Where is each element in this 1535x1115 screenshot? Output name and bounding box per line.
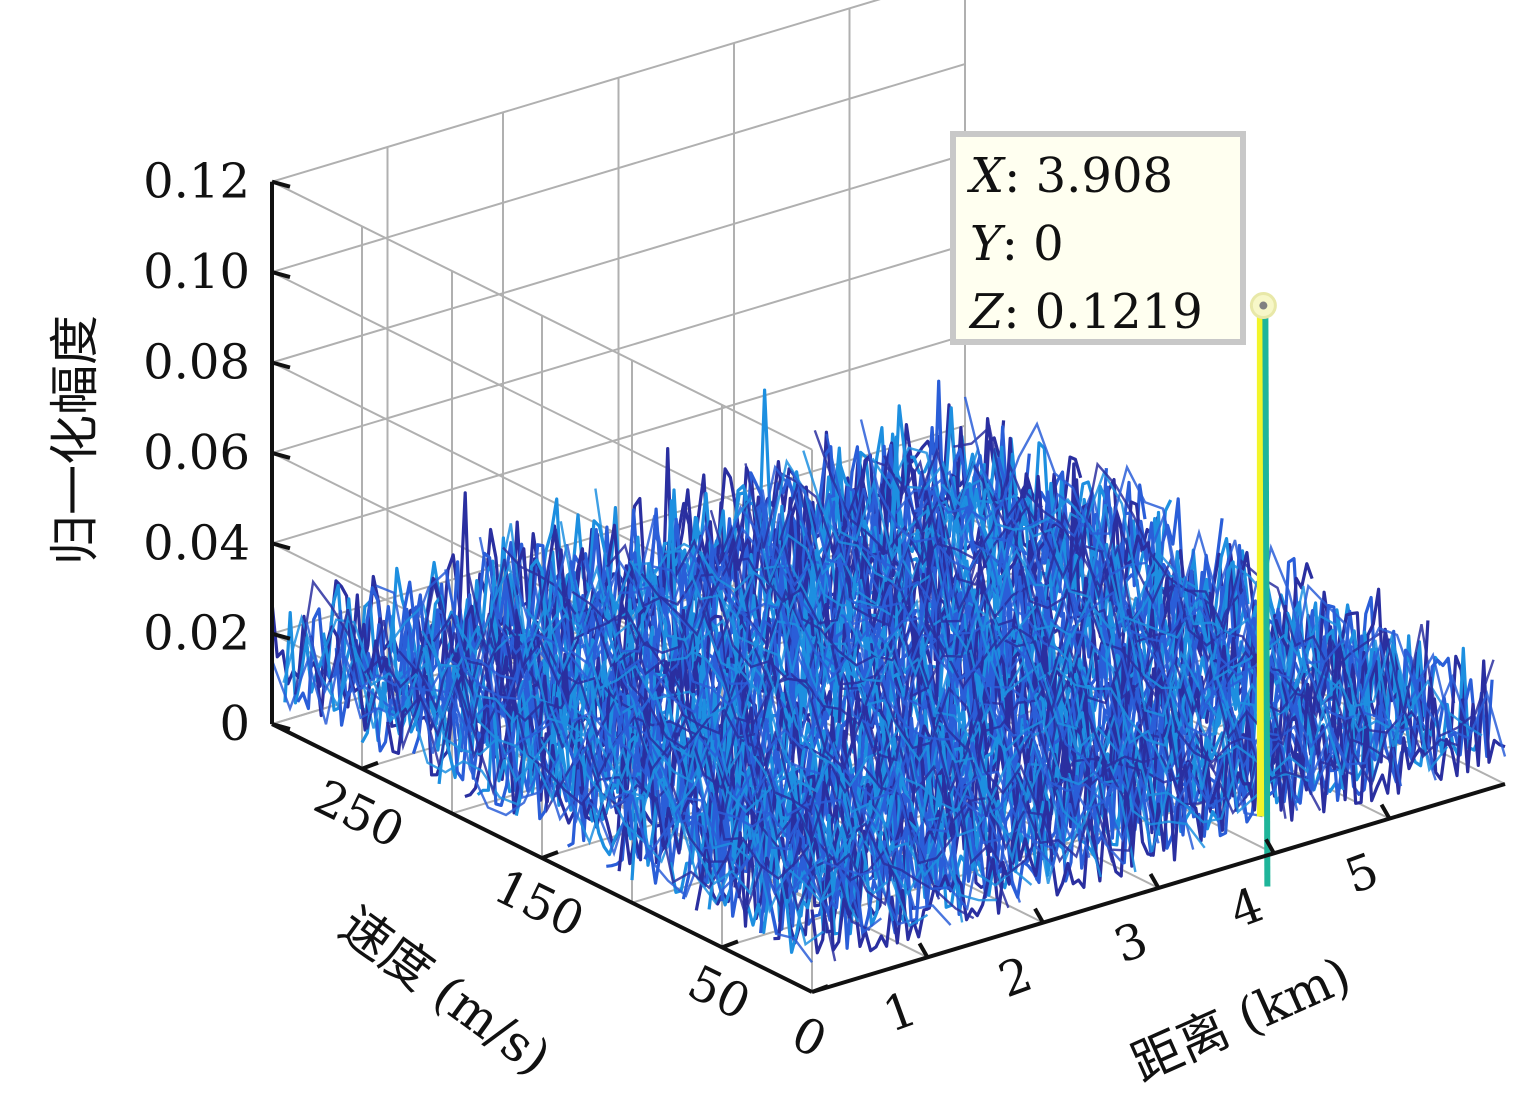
z-tick bbox=[271, 541, 291, 551]
noise-trace bbox=[859, 419, 1403, 787]
noise-trace bbox=[444, 569, 987, 912]
datatip-y-row: Y: 0 bbox=[970, 216, 1064, 272]
noise-trace bbox=[709, 500, 1252, 816]
noise-trace bbox=[409, 568, 952, 926]
z-tick-label: 0.06 bbox=[143, 425, 250, 481]
noise-trace bbox=[386, 602, 929, 928]
x-tick-label: 4 bbox=[1223, 877, 1271, 940]
y-tick-label: 50 bbox=[679, 954, 758, 1031]
noise-trace bbox=[917, 447, 1460, 759]
datatip[interactable]: X: 3.908 Y: 0 Z: 0.1219 bbox=[950, 131, 1246, 345]
y-tick-label: 250 bbox=[306, 769, 413, 859]
datatip-z-row: Z: 0.1219 bbox=[968, 284, 1203, 340]
datatip-x-row: X: 3.908 bbox=[966, 148, 1173, 204]
noise-trace bbox=[929, 487, 1472, 734]
noise-trace bbox=[398, 578, 941, 907]
noise-trace bbox=[698, 551, 1241, 824]
z-tick-label: 0.02 bbox=[143, 606, 250, 662]
z-tick-label: 0.04 bbox=[143, 515, 250, 571]
noise-trace bbox=[953, 424, 1495, 738]
z-tick bbox=[271, 722, 291, 732]
z-tick-label: 0.08 bbox=[143, 335, 250, 391]
noise-trace bbox=[733, 493, 1275, 815]
x-tick bbox=[1033, 907, 1045, 924]
x-tick-label: 3 bbox=[1107, 911, 1155, 974]
peak-line bbox=[1262, 315, 1271, 887]
noise-trace bbox=[810, 659, 1506, 955]
noise-trace bbox=[894, 469, 1437, 781]
noise-trace bbox=[779, 480, 1322, 812]
z-tick-label: 0.10 bbox=[143, 244, 250, 300]
noise-trace bbox=[351, 645, 895, 922]
y-tick bbox=[541, 850, 559, 860]
noise-trace bbox=[548, 544, 1091, 869]
noise-trace bbox=[525, 579, 1068, 884]
noise-mesh bbox=[270, 379, 1507, 964]
x-tick bbox=[1264, 838, 1276, 855]
y-tick bbox=[721, 939, 739, 950]
noise-trace bbox=[907, 460, 1449, 773]
noise-trace bbox=[941, 444, 1483, 737]
y-tick bbox=[361, 760, 379, 771]
peak-point-center bbox=[1259, 301, 1268, 310]
y-tick-label: 150 bbox=[486, 858, 593, 948]
noise-trace bbox=[640, 524, 1182, 793]
x-tick-label: 1 bbox=[876, 981, 924, 1044]
z-tick bbox=[271, 270, 291, 280]
noise-trace bbox=[571, 568, 1114, 863]
noise-trace bbox=[490, 561, 1033, 887]
noise-trace bbox=[282, 613, 825, 947]
noise-trace bbox=[825, 433, 1368, 779]
z-axis-label: 归一化幅度 bbox=[46, 315, 104, 565]
x-tick-label: 5 bbox=[1338, 842, 1386, 905]
noise-trace bbox=[582, 559, 1125, 866]
x-tick bbox=[1379, 803, 1392, 820]
grid-line bbox=[721, 738, 1416, 949]
z-tick-label: 0.12 bbox=[143, 154, 250, 210]
z-tick bbox=[271, 631, 291, 641]
y-tick-label: 0 bbox=[783, 1006, 835, 1070]
x-tick bbox=[917, 942, 930, 959]
y-tick bbox=[811, 984, 829, 994]
noise-trace bbox=[767, 458, 1310, 783]
x-axis-label: 距离 (km) bbox=[1123, 946, 1359, 1094]
z-tick bbox=[271, 360, 291, 370]
peak-marker bbox=[1249, 292, 1277, 887]
x-tick bbox=[1148, 872, 1161, 889]
noise-trace bbox=[790, 471, 1333, 793]
z-tick-label: 0 bbox=[219, 696, 250, 752]
noise-trace bbox=[305, 621, 848, 896]
noise-trace bbox=[467, 558, 1010, 909]
datatip-box bbox=[950, 131, 1246, 345]
x-tick-label: 2 bbox=[992, 946, 1040, 1009]
noise-trace bbox=[513, 560, 1055, 850]
z-tick bbox=[271, 450, 291, 460]
noise-trace bbox=[802, 450, 1345, 791]
noise-trace bbox=[963, 396, 1507, 757]
z-tick bbox=[271, 179, 291, 189]
